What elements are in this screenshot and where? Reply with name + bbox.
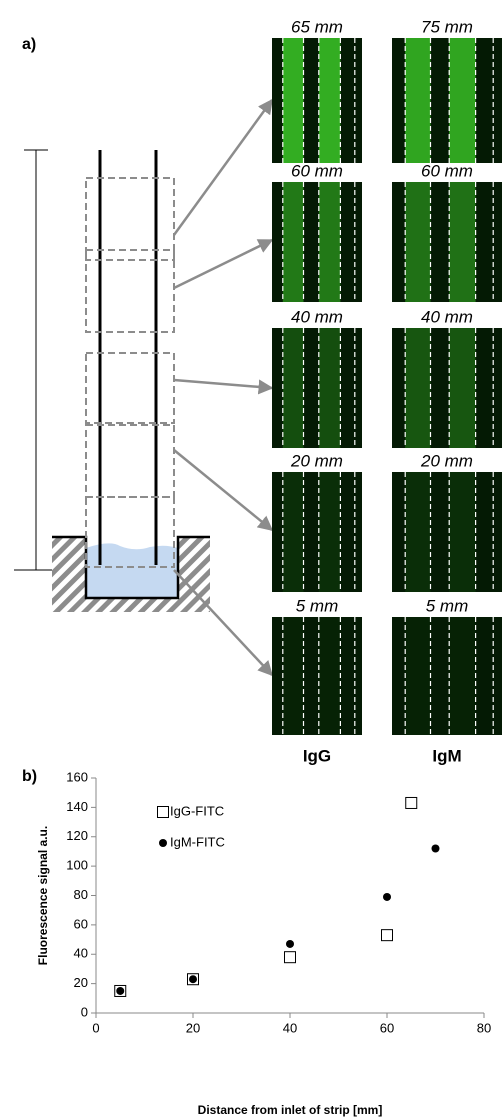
y-tick-label: 20	[74, 975, 88, 990]
chart: 0 20 40 60 80 100 120 140 160 0 20 40 60 80 Distance f…	[36, 769, 491, 1117]
y-tick-label: 40	[74, 946, 88, 961]
strip-glow	[405, 617, 430, 735]
point-dot	[189, 975, 197, 983]
y-tick-label: 0	[81, 1004, 88, 1019]
row-label: 65 mm	[291, 17, 343, 36]
y-tick-label: 60	[74, 916, 88, 931]
x-tick-label: 40	[283, 1020, 297, 1035]
point-square	[285, 952, 296, 963]
row-label: 60 mm	[421, 161, 473, 180]
strip-glow	[449, 38, 475, 163]
point-dot	[383, 893, 391, 901]
point-square	[382, 930, 393, 941]
row-label: 40 mm	[291, 307, 343, 326]
point-dot	[432, 845, 440, 853]
x-tick-label: 20	[186, 1020, 200, 1035]
panel-label: a)	[22, 36, 36, 53]
x-tick-label: 60	[380, 1020, 394, 1035]
y-tick-label: 160	[66, 769, 88, 784]
row-label: 5 mm	[296, 596, 339, 615]
row-label: 60 mm	[291, 161, 343, 180]
strip-glow	[405, 182, 430, 302]
row-label: 5 mm	[426, 596, 469, 615]
column-label: IgM	[432, 746, 461, 765]
y-tick-label: 120	[66, 828, 88, 843]
strip-glow	[319, 472, 341, 592]
y-tick-label: 80	[74, 887, 88, 902]
schematic	[14, 100, 272, 675]
point-dot	[286, 940, 294, 948]
x-tick-label: 0	[92, 1020, 99, 1035]
strip-glow	[449, 472, 475, 592]
micrographs: 65 mm 75 mm 60 mm 60 mm 40 mm 40 mm 20 mm 20 mm…	[272, 17, 502, 765]
strip-glow	[283, 328, 304, 448]
column-label: IgG	[303, 746, 331, 765]
y-tick-label: 140	[66, 799, 88, 814]
strip-glow	[449, 182, 475, 302]
point-dot	[116, 987, 124, 995]
figure: a) b) 65 mm 75 mm 60 mm 60 mm 40 mm 40 mm 20 m…	[0, 0, 502, 1119]
y-axis-label: Fluorescence signal a.u.	[36, 826, 50, 965]
point-square	[158, 807, 169, 818]
strip-glow	[319, 182, 341, 302]
strip-glow	[405, 472, 430, 592]
legend-label: IgM-FITC	[170, 834, 225, 849]
strip-glow	[319, 328, 341, 448]
strip-glow	[449, 617, 475, 735]
legend-label: IgG-FITC	[170, 803, 224, 818]
strip-glow	[405, 328, 430, 448]
strip-glow	[283, 472, 304, 592]
strip-glow	[319, 38, 341, 163]
x-axis-label: Distance from inlet of strip [mm]	[198, 1103, 383, 1117]
strip-glow	[283, 617, 304, 735]
strip-glow	[449, 328, 475, 448]
row-label: 75 mm	[421, 17, 473, 36]
strip-glow	[283, 182, 304, 302]
y-tick-label: 100	[66, 858, 88, 873]
row-label: 20 mm	[420, 451, 473, 470]
strip-glow	[283, 38, 304, 163]
strip-glow	[405, 38, 430, 163]
row-label: 40 mm	[421, 307, 473, 326]
point-dot	[159, 839, 167, 847]
strip-glow	[319, 617, 341, 735]
panel-label: b)	[22, 768, 37, 785]
x-tick-label: 80	[477, 1020, 491, 1035]
row-label: 20 mm	[290, 451, 343, 470]
point-square	[406, 797, 417, 808]
